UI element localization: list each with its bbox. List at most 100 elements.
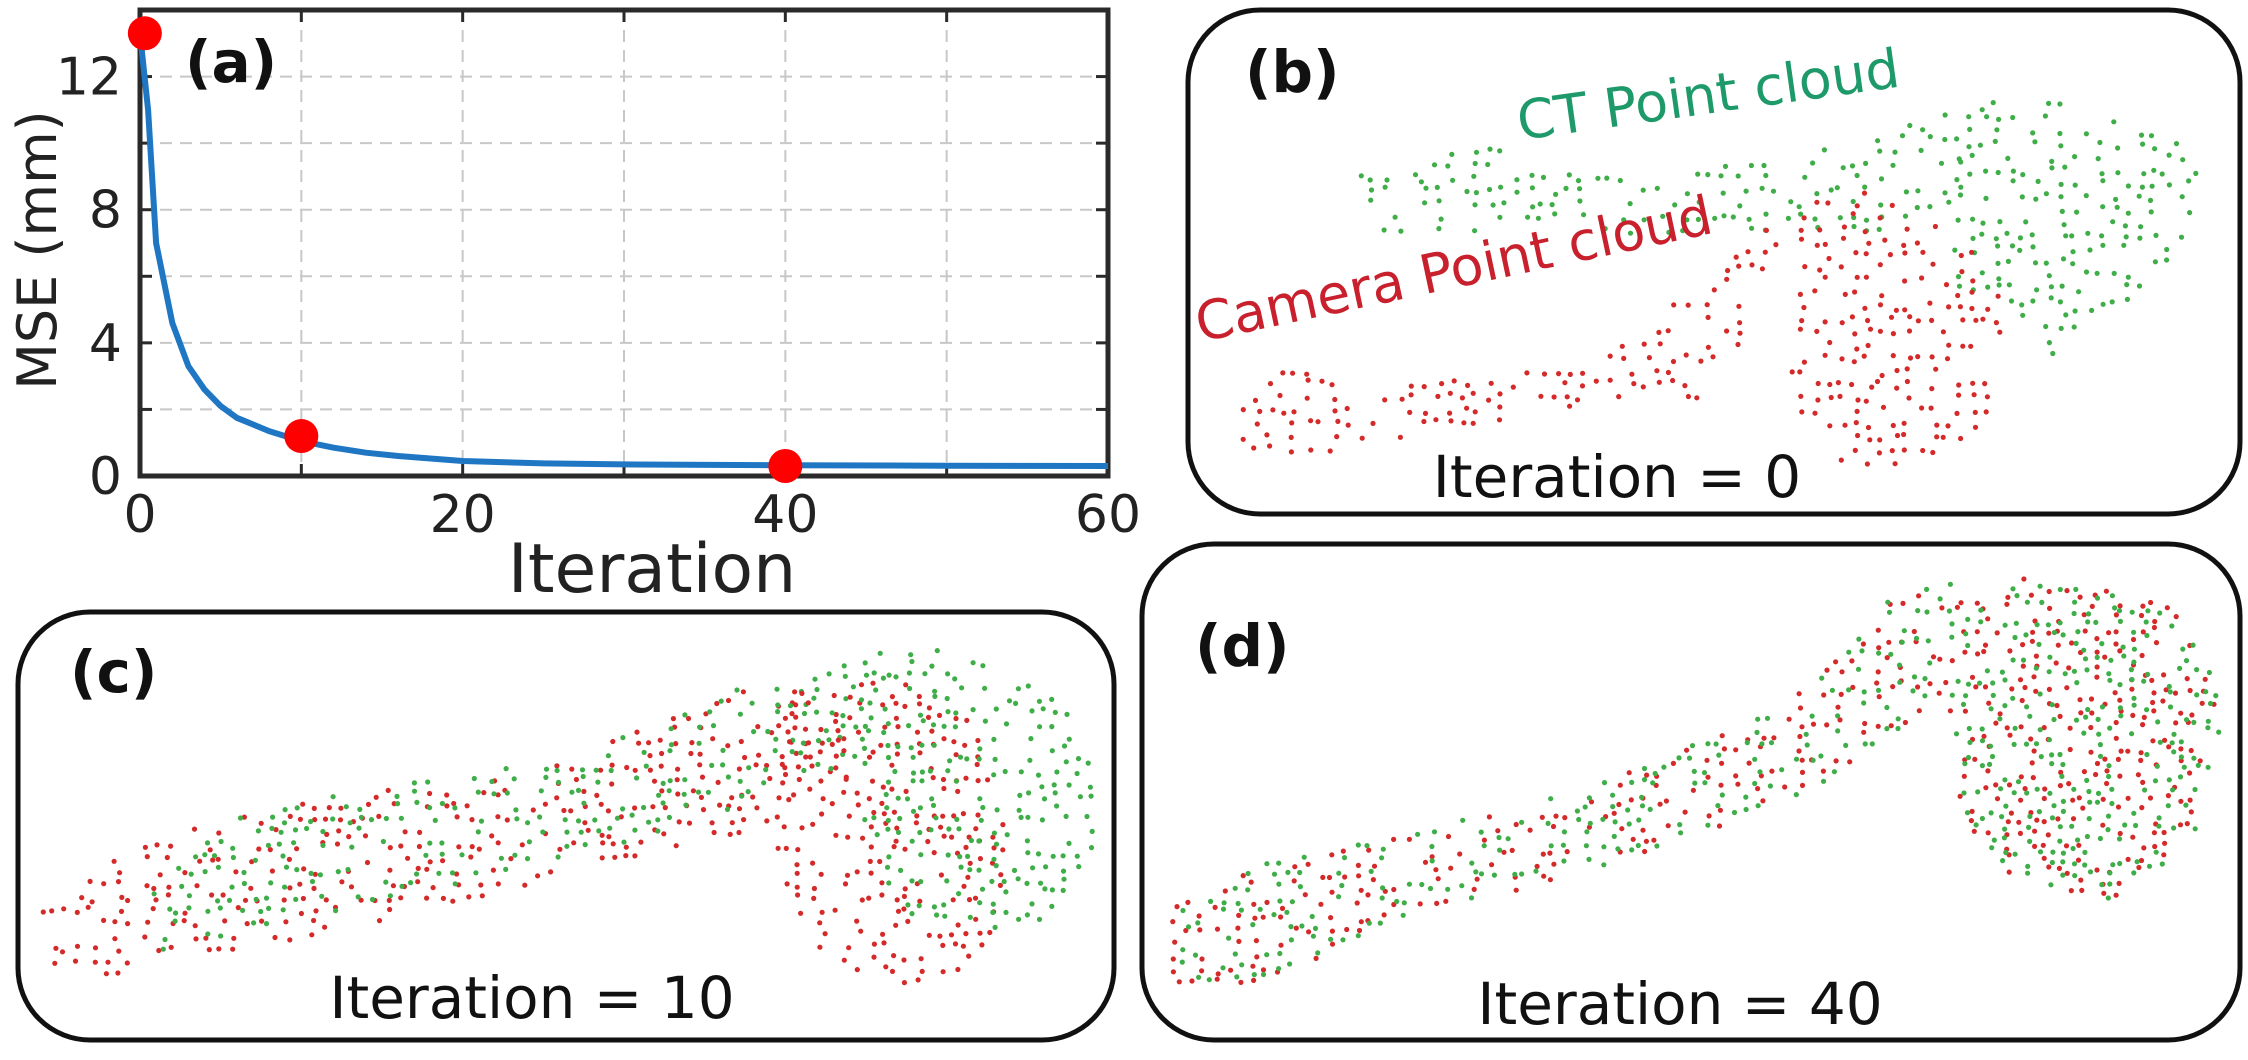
cloud-point: [1915, 188, 1921, 194]
cloud-point: [651, 778, 658, 784]
cloud-point: [1835, 704, 1841, 710]
cloud-point: [1955, 292, 1961, 299]
cloud-point: [1264, 899, 1270, 906]
cloud-point: [1024, 880, 1030, 887]
cloud-point: [2170, 787, 2176, 793]
cloud-point: [670, 716, 677, 722]
cloud-point: [993, 706, 999, 712]
cloud-point: [2020, 172, 2026, 178]
cloud-point: [1965, 754, 1972, 761]
cloud-point: [561, 807, 567, 814]
cloud-point: [2057, 751, 2063, 758]
cloud-point: [2120, 644, 2126, 650]
cloud-point: [917, 805, 924, 811]
cloud-point: [452, 805, 458, 811]
cloud-point: [945, 768, 951, 774]
cloud-point: [852, 753, 858, 759]
cloud-point: [542, 801, 549, 807]
cloud-point: [1839, 669, 1845, 675]
cloud-point: [2060, 808, 2066, 815]
cloud-point: [1861, 190, 1868, 196]
cloud-point: [1535, 215, 1541, 221]
cloud-point: [893, 838, 899, 844]
cloud-point: [1289, 420, 1295, 426]
cloud-point: [125, 897, 131, 904]
cloud-point: [1651, 837, 1657, 843]
cloud-point: [950, 897, 956, 903]
cloud-point: [1906, 395, 1912, 401]
cloud-point: [2095, 790, 2102, 797]
cloud-point: [2110, 862, 2116, 868]
cloud-point: [895, 908, 902, 914]
cloud-point: [2134, 859, 2140, 865]
cloud-point: [1677, 822, 1683, 828]
cloud-point: [894, 751, 901, 757]
cloud-point: [253, 896, 259, 903]
cloud-point: [2109, 593, 2115, 599]
cloud-point: [1534, 863, 1540, 870]
cloud-point: [854, 967, 860, 973]
cloud-point: [1264, 952, 1270, 958]
cloud-point: [1391, 886, 1397, 893]
cloud-point: [1533, 868, 1539, 874]
cloud-point: [2072, 182, 2078, 188]
cloud-point: [1436, 198, 1442, 204]
cloud-point: [991, 830, 998, 836]
cloud-point: [1042, 886, 1048, 892]
cloud-point: [581, 800, 587, 806]
cloud-point: [980, 663, 986, 669]
cloud-point: [1877, 437, 1883, 443]
cloud-point: [1876, 645, 1882, 651]
cloud-point: [2115, 145, 2121, 151]
cloud-point: [1642, 848, 1648, 855]
cloud-point: [987, 929, 993, 936]
cloud-point: [2115, 170, 2121, 176]
cloud-point: [866, 895, 872, 901]
cloud-point: [2083, 714, 2089, 720]
cloud-point: [2133, 822, 2139, 829]
cloud-point: [1185, 924, 1192, 930]
cloud-point: [1972, 424, 1979, 430]
cloud-point: [582, 820, 588, 826]
cloud-point: [244, 921, 250, 927]
cloud-point: [2070, 261, 2076, 267]
cloud-point: [833, 832, 839, 838]
cloud-point: [2093, 771, 2099, 778]
cloud-point: [1979, 270, 1985, 276]
cloud-point: [2060, 850, 2066, 856]
cloud-point: [1041, 796, 1048, 802]
cloud-point: [1949, 621, 1955, 627]
cloud-point: [585, 827, 591, 833]
cloud-point: [1459, 395, 1465, 401]
cloud-point: [773, 736, 779, 742]
cloud-point: [1561, 858, 1567, 864]
cloud-point: [1983, 195, 1989, 201]
cloud-point: [1901, 628, 1907, 634]
cloud-point: [1329, 889, 1335, 895]
cloud-point: [2088, 696, 2095, 702]
cloud-point: [2117, 648, 2123, 654]
cloud-point: [606, 834, 612, 840]
cloud-point: [1814, 242, 1820, 248]
cloud-point: [1457, 851, 1463, 857]
cloud-point: [1927, 681, 1933, 687]
cloud-point: [1270, 407, 1276, 413]
cloud-point: [1226, 935, 1232, 941]
cloud-point: [1537, 201, 1543, 207]
cloud-point: [432, 817, 438, 824]
cloud-point: [2063, 843, 2070, 849]
cloud-point: [427, 840, 433, 846]
cloud-point: [1960, 317, 1966, 323]
cloud-point: [1865, 317, 1871, 324]
cloud-point: [1365, 892, 1371, 898]
cloud-point: [172, 918, 178, 924]
cloud-point: [144, 854, 150, 860]
cloud-point: [681, 791, 687, 797]
panel-b-point-clouds: [1240, 100, 2199, 467]
cloud-point: [1889, 448, 1895, 454]
cloud-point: [697, 724, 703, 730]
cloud-point: [2163, 687, 2169, 693]
cloud-point: [1752, 780, 1758, 787]
cloud-point: [1567, 403, 1573, 409]
